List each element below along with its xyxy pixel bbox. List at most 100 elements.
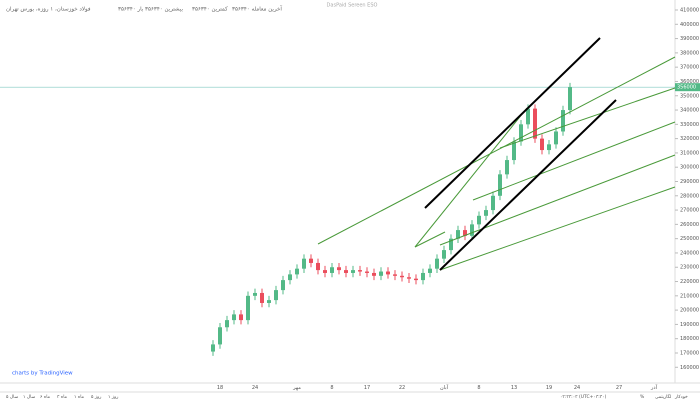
toolbar-item[interactable]: خودکار <box>674 394 688 400</box>
candle-body <box>526 108 530 125</box>
candle-body <box>344 270 348 273</box>
channel-line <box>439 99 617 271</box>
y-tick-label: 350000 <box>680 93 699 99</box>
trend-line <box>414 231 446 248</box>
candle-body <box>337 267 341 271</box>
candle-body <box>428 268 432 273</box>
x-tick-label: 19 <box>546 385 552 391</box>
y-tick-label: 220000 <box>680 279 699 285</box>
candle-body <box>519 124 523 142</box>
y-tick-label: 230000 <box>680 265 699 271</box>
range-button[interactable]: ۵ سال <box>6 395 19 400</box>
y-tick-label: 170000 <box>680 350 699 356</box>
y-tick-label: 270000 <box>680 208 699 214</box>
range-button[interactable]: ۱ ماه <box>74 395 85 400</box>
range-button[interactable]: ۶ ماه <box>40 395 51 400</box>
candle-body <box>330 267 334 273</box>
y-tick-label: 250000 <box>680 236 699 242</box>
candle-body <box>295 268 299 275</box>
candle-body <box>533 108 537 139</box>
candle-body <box>393 274 397 276</box>
x-tick-label: آبان <box>440 384 449 391</box>
x-tick-label: 17 <box>364 385 370 391</box>
x-tick-label: 8 <box>477 385 480 391</box>
range-button[interactable]: ۱ سال <box>23 395 36 400</box>
candle-body <box>477 215 481 225</box>
y-tick-label: 330000 <box>680 122 699 128</box>
y-tick-label: 160000 <box>680 365 699 371</box>
toolbar-item[interactable]: لگاریتمی <box>655 393 671 400</box>
candle-body <box>568 87 572 111</box>
candle-body <box>421 272 425 281</box>
y-tick-label: 210000 <box>680 293 699 299</box>
candle-body <box>470 224 474 236</box>
candle-body <box>316 262 320 271</box>
toolbar: ۵ سال ۱ سال ۶ ماه ۳ ماه ۱ ماه ۵ روز ۱ روز ۰۳:۳۳… <box>6 393 688 400</box>
y-tick-label: 200000 <box>680 308 699 314</box>
candle-body <box>414 278 418 281</box>
candle-body <box>253 292 257 296</box>
candle-body <box>386 271 390 275</box>
candle-body <box>379 271 383 276</box>
candle-body <box>512 141 516 161</box>
toolbar-item[interactable]: % <box>640 394 645 400</box>
stat: بیشترین ۳۵۶۳۴۰ <box>145 7 183 13</box>
trend-line <box>439 186 676 271</box>
x-tick-label: 22 <box>399 385 405 391</box>
channel-line <box>424 37 601 209</box>
candle-body <box>281 280 285 291</box>
attribution[interactable]: charts by TradingView <box>12 371 73 377</box>
candle-body <box>218 327 222 345</box>
candle-body <box>323 270 327 273</box>
y-tick-label: 320000 <box>680 136 699 142</box>
candle-body <box>246 295 250 321</box>
x-tick-label: 8 <box>330 385 333 391</box>
drawings <box>317 37 676 271</box>
candle-body <box>491 195 495 211</box>
toolbar-item[interactable]: ۰۳:۳۳:۰۳ (UTC+۰۳:۳۰) <box>560 394 607 400</box>
candle-body <box>435 258 439 269</box>
y-tick-label: 380000 <box>680 50 699 56</box>
range-button[interactable]: ۱ روز <box>108 395 118 400</box>
candle-body <box>211 344 215 352</box>
y-tick-label: 180000 <box>680 336 699 342</box>
x-tick-label: 24 <box>252 385 258 391</box>
y-tick-label: 360000 <box>680 79 699 85</box>
candle-body <box>239 314 243 321</box>
y-tick-label: 260000 <box>680 222 699 228</box>
candle-body <box>505 160 509 175</box>
trend-line <box>499 87 676 149</box>
candle-body <box>274 290 278 301</box>
x-tick-label: مهر <box>292 385 301 391</box>
trend-line <box>439 154 676 246</box>
x-tick-label: 27 <box>616 385 622 391</box>
candle-body <box>449 238 453 251</box>
y-tick-label: 340000 <box>680 108 699 114</box>
candle-body <box>267 300 271 303</box>
watermark: DasPaid Sereen ESO <box>327 3 378 9</box>
candle-body <box>232 314 236 321</box>
candle-body <box>302 258 306 269</box>
candle-body <box>260 292 264 303</box>
candle-body <box>225 320 229 328</box>
x-tick-label: 18 <box>217 385 223 391</box>
stat: کمترین ۳۵۶۳۴۰ <box>192 6 228 13</box>
y-tick-label: 190000 <box>680 322 699 328</box>
trend-line <box>317 56 676 245</box>
y-tick-label: 370000 <box>680 65 699 71</box>
range-button[interactable]: ۵ روز <box>91 395 101 400</box>
y-tick-label: 310000 <box>680 150 699 156</box>
stat: بار ۳۵۶۳۴۰ <box>118 7 144 13</box>
y-tick-label: 390000 <box>680 36 699 42</box>
candle-body <box>456 230 460 239</box>
range-button[interactable]: ۳ ماه <box>57 394 68 400</box>
y-tick-label: 280000 <box>680 193 699 199</box>
candle-body <box>554 131 558 145</box>
trend-line <box>414 107 528 248</box>
x-tick-label: 13 <box>511 385 517 391</box>
candle-body <box>358 270 362 272</box>
candle-body <box>288 274 292 281</box>
candle-body <box>365 271 369 273</box>
